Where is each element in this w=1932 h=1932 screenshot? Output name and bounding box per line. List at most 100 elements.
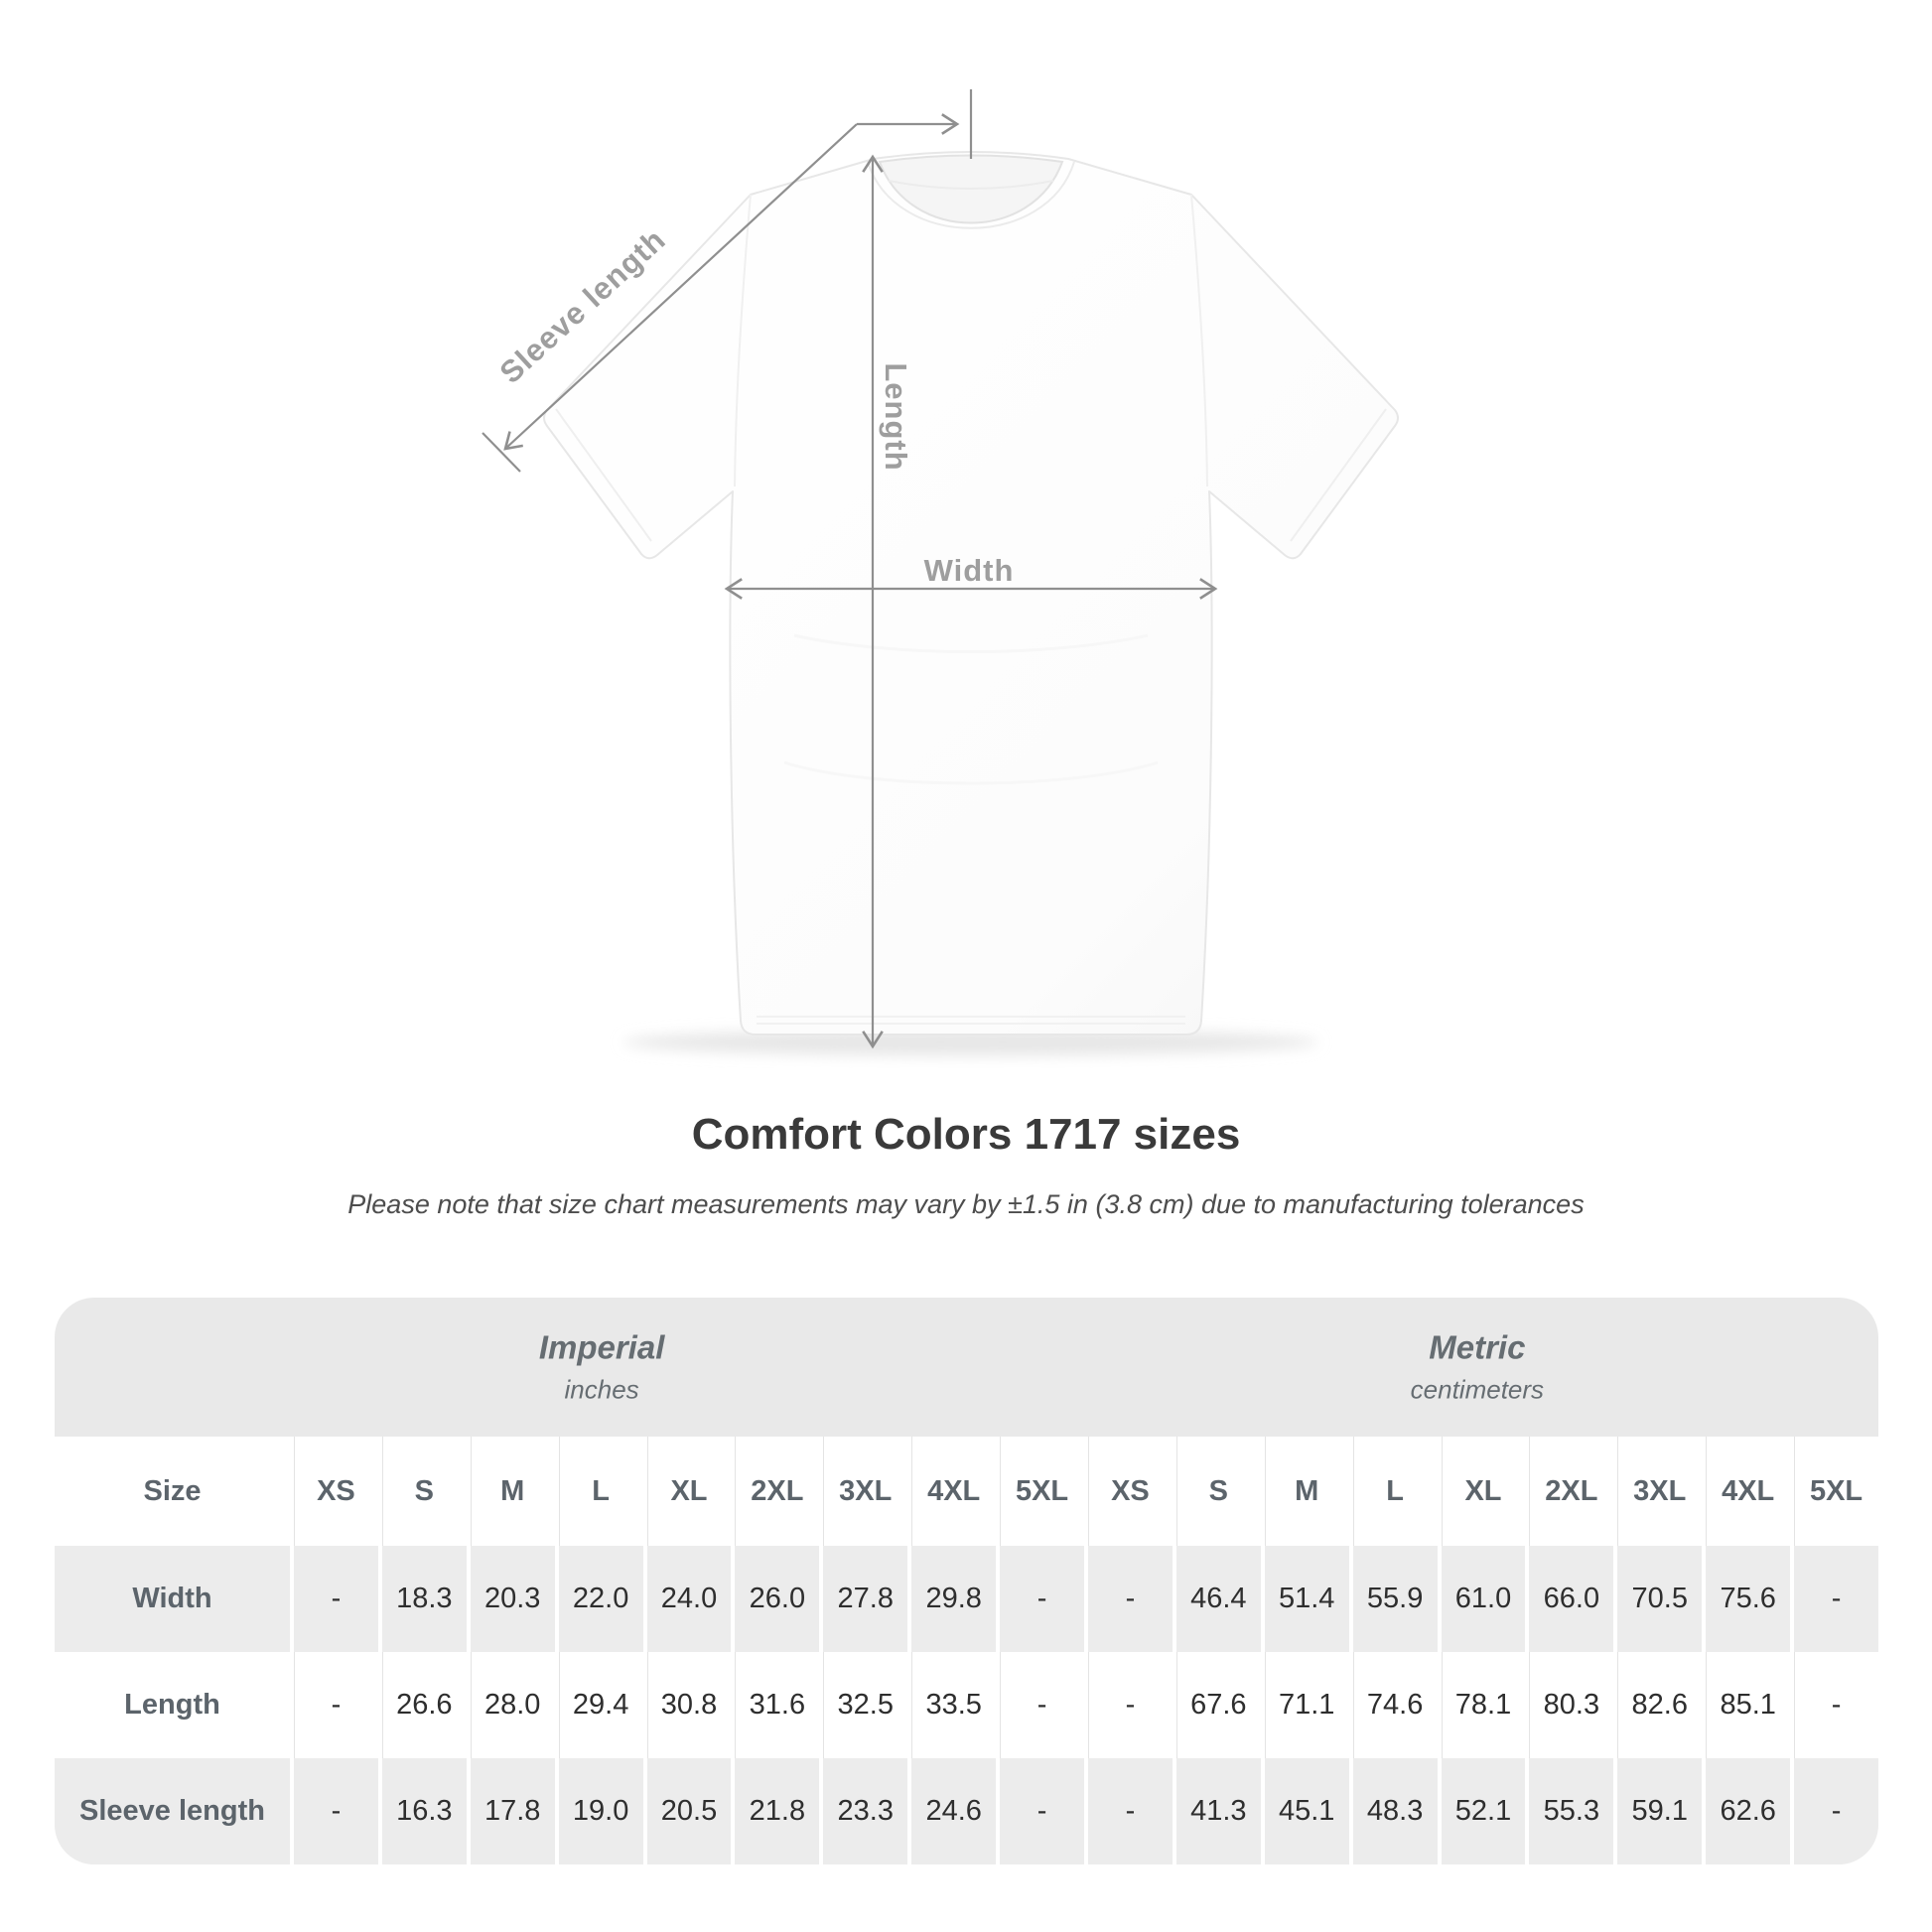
value-cell: 55.9: [1348, 1546, 1438, 1652]
table-row-width: Width -18.3 20.3 22.0 24.0 26.0 27.8 29.8- -46.4…: [55, 1546, 1878, 1652]
value-cell: 23.3: [819, 1758, 908, 1864]
tshirt-shadow: [623, 1030, 1318, 1055]
size-header-cell: 4XL: [907, 1437, 996, 1546]
value-cell: -: [1083, 1758, 1173, 1864]
value-cell: 29.4: [554, 1652, 643, 1758]
length-label: Length: [879, 362, 913, 471]
size-header-cell: 5XL: [1790, 1437, 1878, 1546]
value-cell: -: [1790, 1546, 1878, 1652]
value-cell: -: [1790, 1652, 1878, 1758]
size-header-cell: 3XL: [1613, 1437, 1702, 1546]
sleeve-length-arrow: [503, 123, 858, 451]
value-cell: 62.6: [1702, 1758, 1791, 1864]
size-header-cell: XS: [1083, 1437, 1173, 1546]
value-cell: -: [1083, 1546, 1173, 1652]
collar-back-seam: [888, 180, 1054, 190]
value-cell: -: [996, 1758, 1084, 1864]
table-row-length: Length -26.6 28.0 29.4 30.8 31.6 32.5 33.5- -67.…: [55, 1652, 1878, 1758]
value-cell: 26.6: [377, 1652, 467, 1758]
size-header-cell: M: [466, 1437, 555, 1546]
value-cell: 70.5: [1613, 1546, 1703, 1652]
value-cell: 21.8: [731, 1758, 820, 1864]
value-cell: 19.0: [554, 1758, 643, 1864]
size-table: Imperial inches Metric centimeters Size X…: [55, 1298, 1878, 1864]
value-cell: -: [1083, 1652, 1173, 1758]
cuff-tick: [482, 432, 521, 473]
size-header-cell: 5XL: [996, 1437, 1084, 1546]
size-header-cell: XL: [1437, 1437, 1526, 1546]
value-cell: 28.0: [466, 1652, 555, 1758]
row-label: Width: [55, 1546, 290, 1652]
table-rows: Width -18.3 20.3 22.0 24.0 26.0 27.8 29.8- -46.4…: [55, 1546, 1878, 1864]
imperial-group-header: Imperial inches: [539, 1329, 665, 1406]
value-cell: 85.1: [1702, 1652, 1790, 1758]
size-header-cell: 2XL: [731, 1437, 819, 1546]
value-cell: -: [290, 1652, 378, 1758]
value-cell: 71.1: [1260, 1652, 1349, 1758]
page-title: Comfort Colors 1717 sizes: [691, 1110, 1241, 1159]
value-cell: 20.5: [642, 1758, 732, 1864]
size-header-cell: S: [1172, 1437, 1261, 1546]
value-cell: 31.6: [731, 1652, 819, 1758]
cuff-stitch-left: [555, 408, 652, 542]
value-cell: -: [996, 1546, 1084, 1652]
value-cell: 16.3: [377, 1758, 467, 1864]
size-header-cell: L: [1348, 1437, 1438, 1546]
value-cell: 41.3: [1172, 1758, 1261, 1864]
size-header-cell: XL: [642, 1437, 732, 1546]
value-cell: 80.3: [1525, 1652, 1613, 1758]
unit-group-header: Imperial inches Metric centimeters: [55, 1298, 1878, 1437]
value-cell: 30.8: [642, 1652, 732, 1758]
size-header-cell: 4XL: [1702, 1437, 1790, 1546]
value-cell: 18.3: [377, 1546, 467, 1652]
value-cell: 48.3: [1348, 1758, 1438, 1864]
value-cell: 78.1: [1437, 1652, 1526, 1758]
value-cell: 32.5: [819, 1652, 907, 1758]
size-header-row: Size XS S M L XL 2XL 3XL 4XL 5XL XS S M L XL 2XL 3XL 4XL 5…: [55, 1437, 1878, 1546]
table-row-sleeve-length: Sleeve length -16.3 17.8 19.0 20.5 21.8 23.3 24…: [55, 1758, 1878, 1864]
fabric-wrinkles: [783, 633, 1159, 785]
value-cell: 45.1: [1260, 1758, 1349, 1864]
value-cell: 22.0: [554, 1546, 643, 1652]
width-label: Width: [924, 553, 1015, 588]
value-cell: 52.1: [1437, 1758, 1526, 1864]
collar-neckline-seam: [867, 161, 1075, 229]
size-header-cell: M: [1260, 1437, 1349, 1546]
value-cell: -: [290, 1758, 378, 1864]
value-cell: 27.8: [819, 1546, 908, 1652]
value-cell: -: [996, 1652, 1084, 1758]
value-cell: 26.0: [731, 1546, 820, 1652]
size-header-cell: 2XL: [1525, 1437, 1613, 1546]
tshirt-body: [543, 151, 1399, 1035]
value-cell: 46.4: [1172, 1546, 1261, 1652]
armhole-seam-left: [734, 194, 752, 487]
metric-label: Metric: [1429, 1328, 1526, 1366]
size-header-cell: L: [554, 1437, 643, 1546]
row-label: Length: [124, 1689, 220, 1721]
row-label: Sleeve length: [55, 1758, 290, 1864]
hem-stitch: [757, 1016, 1185, 1025]
value-cell: 55.3: [1525, 1758, 1614, 1864]
value-cell: 17.8: [466, 1758, 555, 1864]
value-cell: 29.8: [907, 1546, 997, 1652]
size-header-cell: 3XL: [819, 1437, 907, 1546]
value-cell: 33.5: [907, 1652, 996, 1758]
value-cell: 24.6: [907, 1758, 997, 1864]
value-cell: 51.4: [1260, 1546, 1349, 1652]
tolerance-note: Please note that size chart measurements…: [347, 1189, 1585, 1219]
value-cell: 75.6: [1702, 1546, 1791, 1652]
metric-group-header: Metric centimeters: [1411, 1329, 1544, 1406]
size-column-header: Size: [143, 1474, 202, 1507]
metric-unit: centimeters: [1410, 1374, 1545, 1405]
imperial-label: Imperial: [538, 1328, 665, 1366]
value-cell: 74.6: [1348, 1652, 1438, 1758]
value-cell: 66.0: [1525, 1546, 1614, 1652]
size-header-cell: S: [377, 1437, 467, 1546]
value-cell: 67.6: [1172, 1652, 1261, 1758]
cuff-stitch-right: [1290, 408, 1387, 542]
value-cell: 82.6: [1613, 1652, 1702, 1758]
value-cell: 24.0: [642, 1546, 732, 1652]
value-cell: -: [290, 1546, 378, 1652]
size-header-cell: XS: [290, 1437, 378, 1546]
